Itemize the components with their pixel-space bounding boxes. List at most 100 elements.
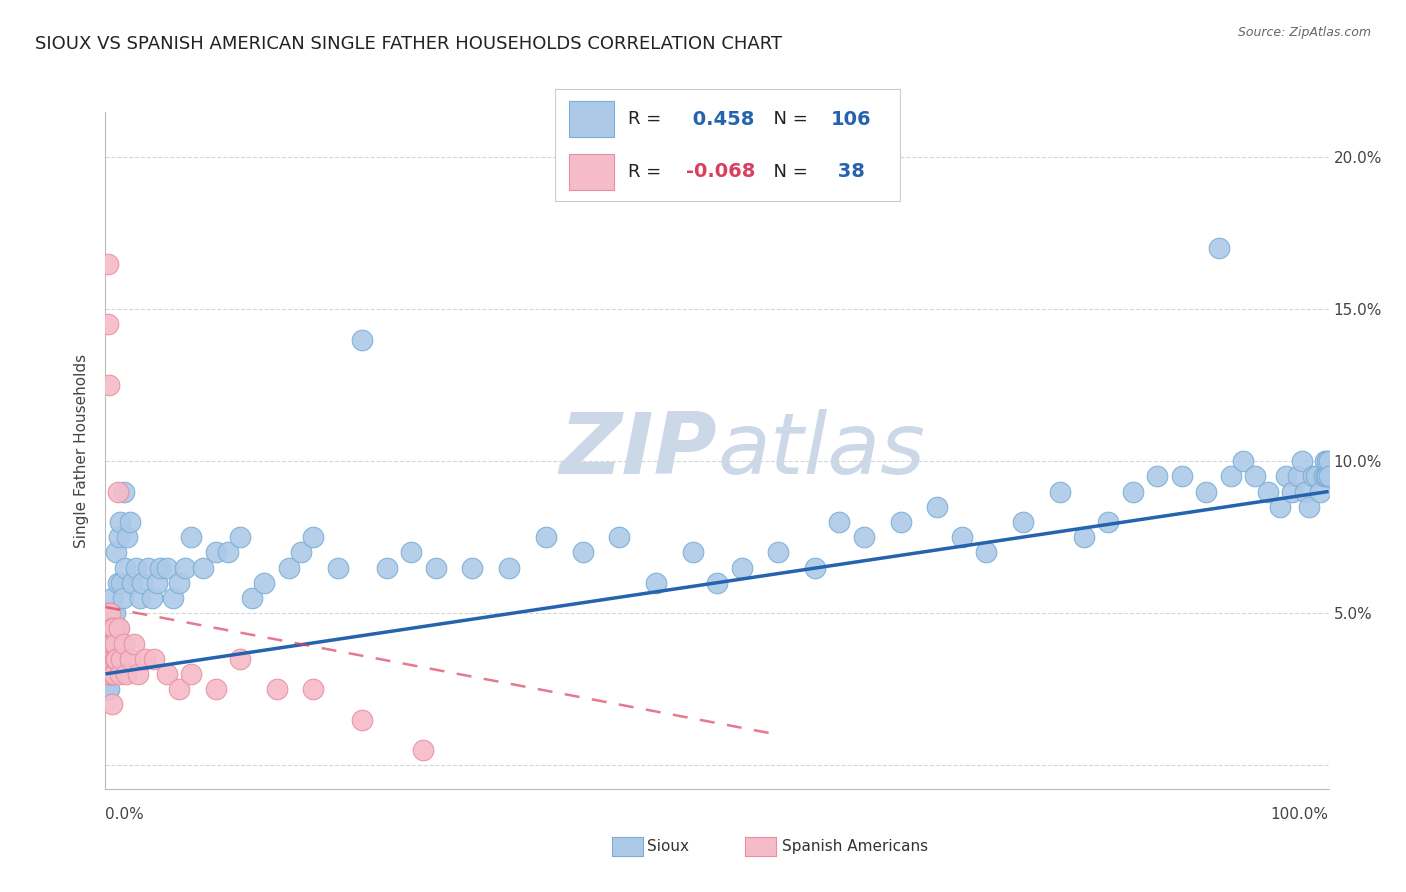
- Point: [103, 621, 125, 635]
- Point: [112, 484, 135, 499]
- Point: [1097, 515, 1119, 529]
- Point: [100, 591, 122, 605]
- Text: SIOUX VS SPANISH AMERICAN SINGLE FATHER HOUSEHOLDS CORRELATION CHART: SIOUX VS SPANISH AMERICAN SINGLE FATHER …: [35, 35, 782, 53]
- Text: N =: N =: [762, 111, 814, 128]
- Point: [101, 636, 124, 650]
- Point: [110, 575, 132, 590]
- Point: [1317, 454, 1340, 468]
- Point: [1298, 500, 1320, 514]
- Text: 38: 38: [831, 162, 865, 181]
- Point: [97, 682, 120, 697]
- Point: [98, 378, 121, 392]
- Text: Sioux: Sioux: [647, 839, 689, 854]
- Point: [204, 682, 226, 697]
- Point: [100, 636, 122, 650]
- Point: [111, 591, 134, 605]
- Point: [1011, 515, 1033, 529]
- Point: [1313, 469, 1336, 483]
- Point: [103, 621, 125, 635]
- Point: [98, 682, 121, 697]
- Point: [98, 651, 121, 665]
- Point: [302, 530, 325, 544]
- Text: Spanish Americans: Spanish Americans: [782, 839, 928, 854]
- Point: [101, 606, 124, 620]
- Point: [302, 682, 325, 697]
- Point: [156, 666, 179, 681]
- Point: [98, 666, 121, 681]
- Point: [134, 651, 156, 665]
- Point: [98, 666, 121, 681]
- Point: [240, 591, 263, 605]
- Point: [571, 545, 593, 559]
- Point: [534, 530, 557, 544]
- Point: [768, 545, 790, 559]
- Point: [107, 484, 129, 499]
- Point: [828, 515, 851, 529]
- Point: [927, 500, 949, 514]
- Point: [118, 515, 141, 529]
- Point: [204, 545, 226, 559]
- Point: [498, 560, 520, 574]
- Point: [98, 621, 121, 635]
- Point: [266, 682, 288, 697]
- Point: [115, 666, 138, 681]
- Point: [644, 575, 668, 590]
- Point: [352, 333, 374, 347]
- Point: [278, 560, 301, 574]
- Point: [1049, 484, 1071, 499]
- Point: [125, 560, 148, 574]
- Point: [412, 743, 434, 757]
- Point: [104, 636, 127, 650]
- FancyBboxPatch shape: [569, 102, 614, 137]
- Text: 106: 106: [831, 110, 872, 128]
- Point: [1208, 241, 1230, 255]
- Text: N =: N =: [762, 162, 814, 181]
- Point: [1309, 484, 1331, 499]
- Point: [101, 636, 124, 650]
- Point: [1317, 469, 1340, 483]
- Point: [1122, 484, 1144, 499]
- Point: [174, 560, 197, 574]
- Point: [1286, 469, 1309, 483]
- Point: [352, 713, 374, 727]
- Point: [1146, 469, 1168, 483]
- Point: [1313, 454, 1336, 468]
- Text: atlas: atlas: [717, 409, 925, 492]
- Point: [156, 560, 179, 574]
- Point: [108, 621, 131, 635]
- Point: [118, 651, 141, 665]
- Point: [128, 591, 150, 605]
- Point: [1195, 484, 1218, 499]
- Point: [117, 530, 139, 544]
- Point: [974, 545, 997, 559]
- Point: [105, 651, 128, 665]
- Point: [607, 530, 630, 544]
- Point: [217, 545, 239, 559]
- Point: [1232, 454, 1254, 468]
- Point: [193, 560, 215, 574]
- Point: [162, 591, 184, 605]
- Point: [375, 560, 398, 574]
- Point: [103, 651, 125, 665]
- Point: [97, 256, 120, 270]
- Point: [107, 575, 129, 590]
- Point: [105, 545, 128, 559]
- Text: 100.0%: 100.0%: [1271, 807, 1329, 822]
- Point: [136, 560, 159, 574]
- Point: [461, 560, 484, 574]
- Point: [104, 651, 127, 665]
- Text: ZIP: ZIP: [560, 409, 717, 492]
- Point: [98, 666, 121, 681]
- Point: [127, 666, 149, 681]
- Point: [167, 682, 190, 697]
- Point: [1244, 469, 1267, 483]
- Point: [98, 636, 121, 650]
- Point: [1316, 469, 1339, 483]
- Point: [97, 651, 120, 665]
- Point: [108, 666, 131, 681]
- Point: [146, 575, 169, 590]
- Point: [1302, 469, 1324, 483]
- Point: [98, 651, 121, 665]
- Point: [96, 666, 118, 681]
- Point: [149, 560, 172, 574]
